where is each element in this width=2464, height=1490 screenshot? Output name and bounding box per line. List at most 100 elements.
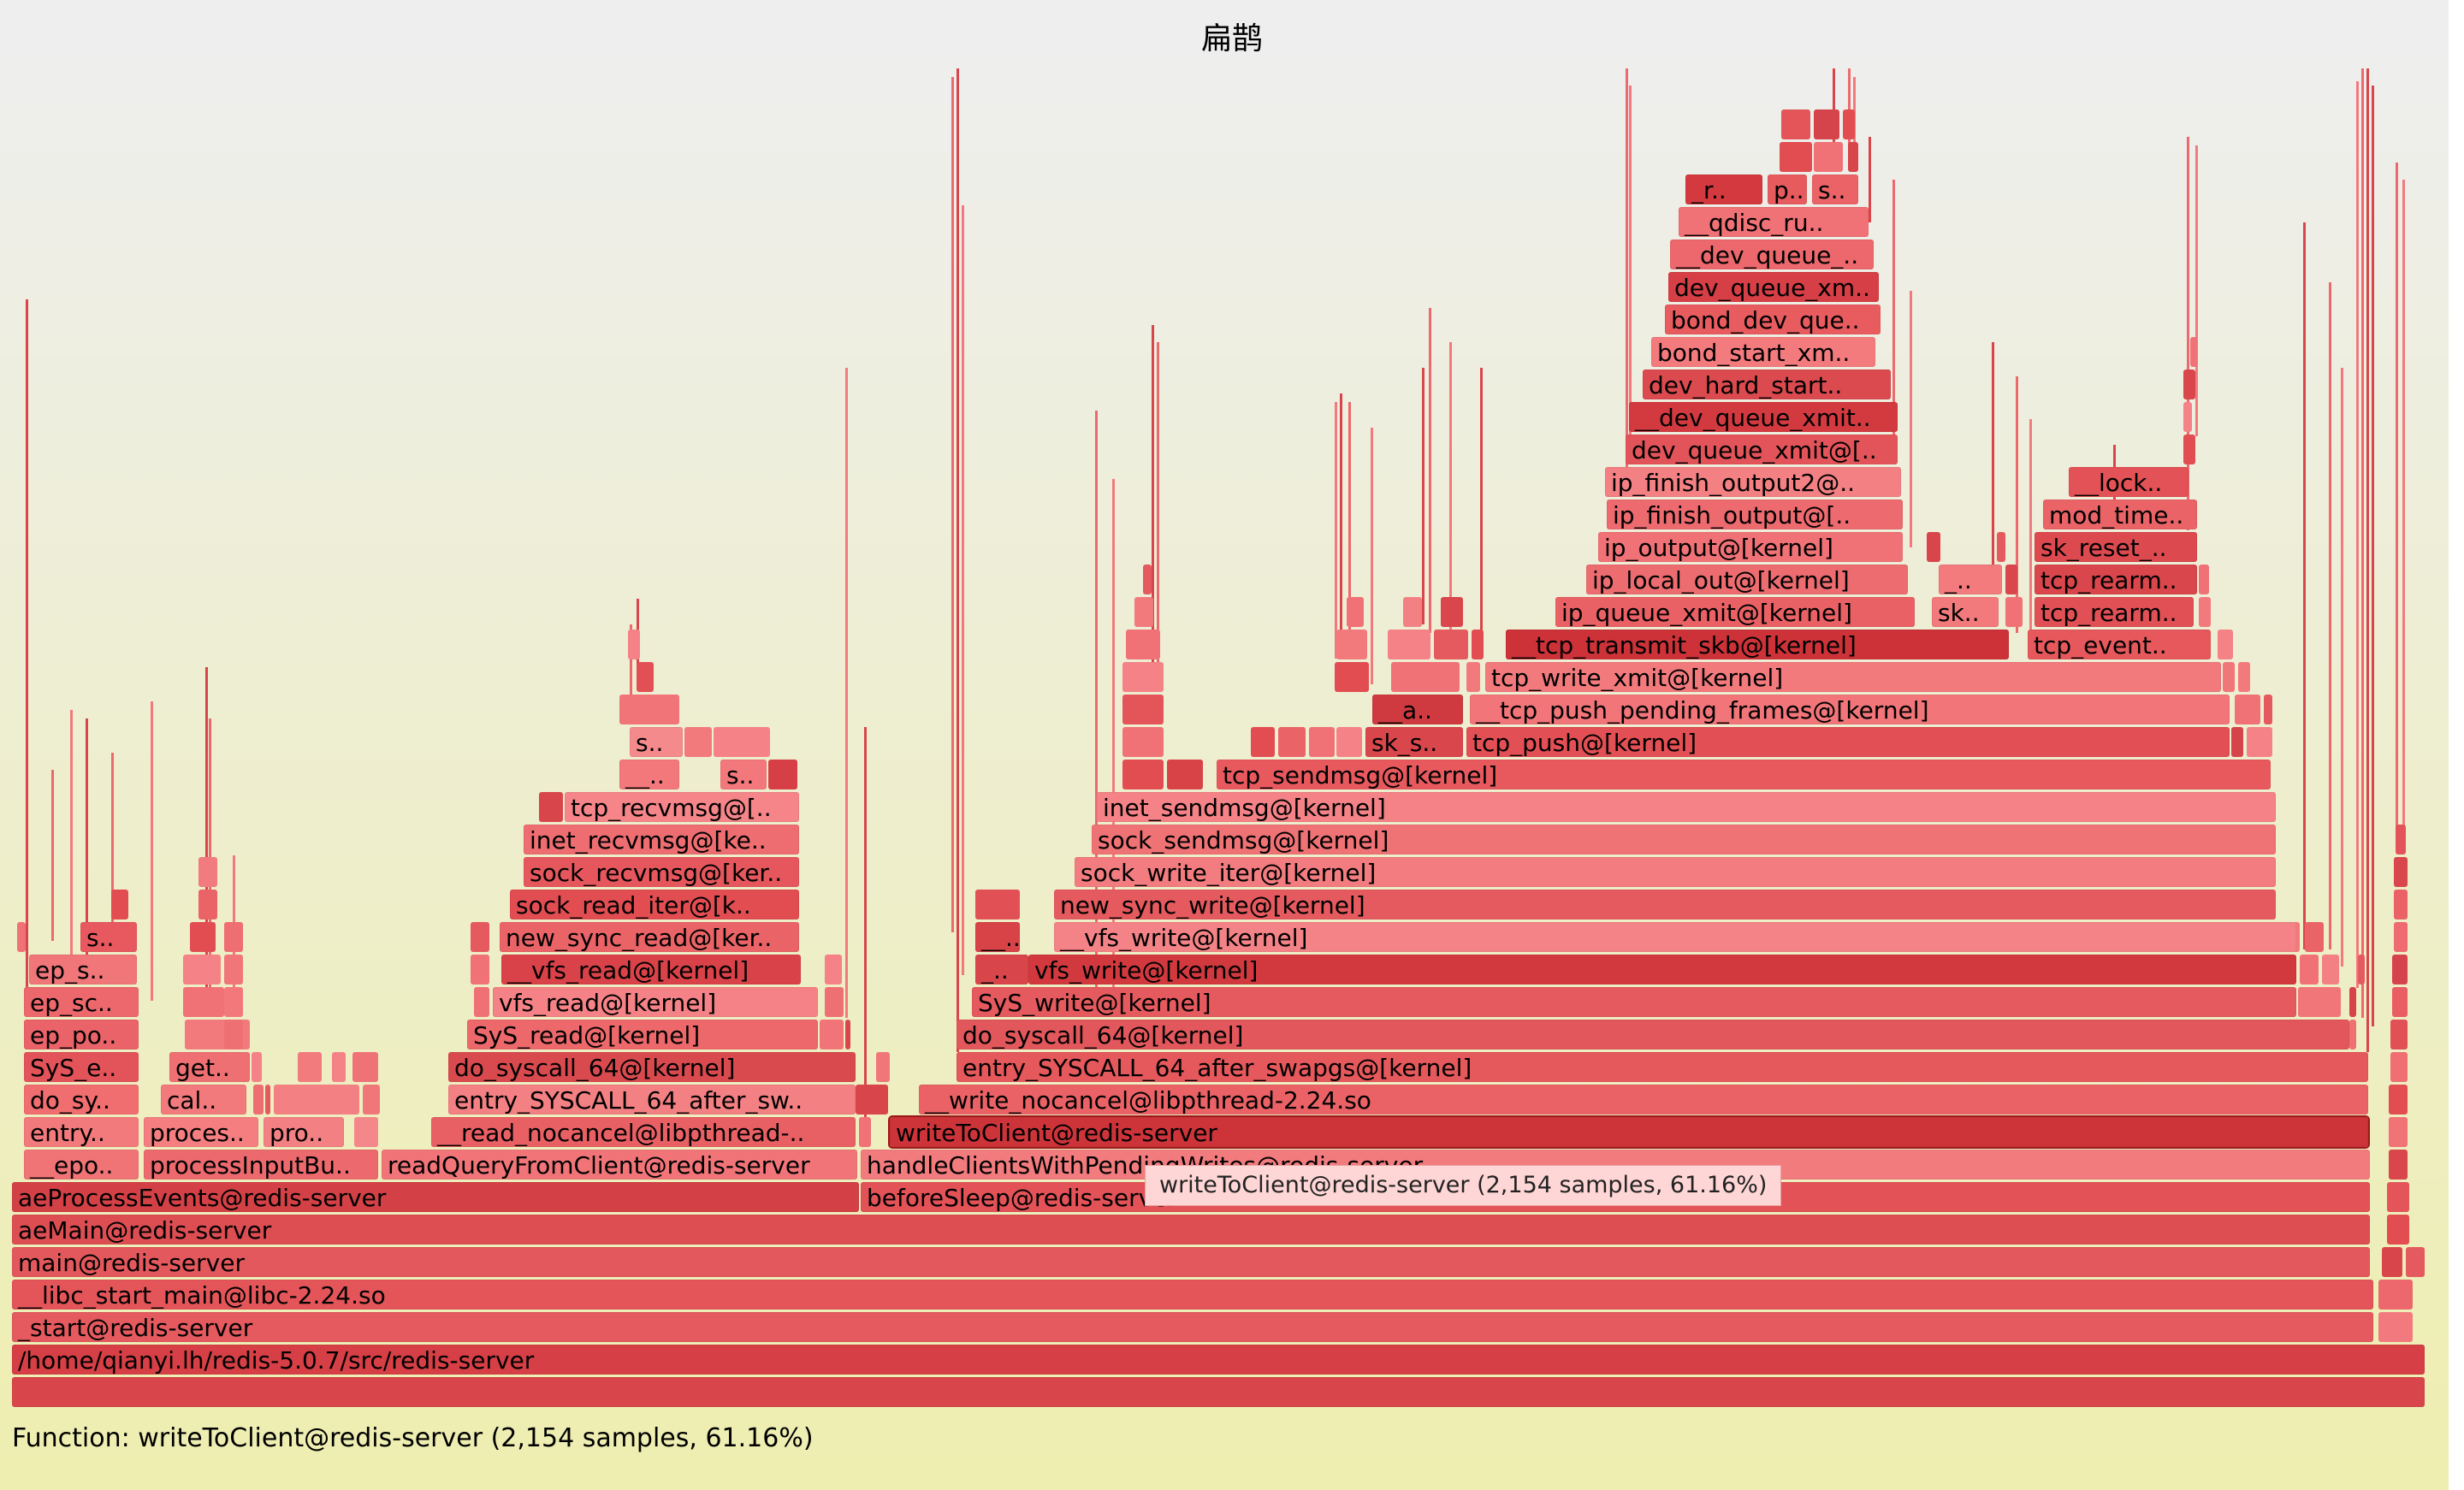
- frame-block[interactable]: [298, 1052, 322, 1082]
- stack-frame[interactable]: sock_sendmsg@[kernel]: [1092, 825, 2276, 854]
- frame-block[interactable]: [1781, 109, 1810, 139]
- stack-frame[interactable]: ep_s..: [29, 955, 137, 984]
- stack-frame[interactable]: writeToClient@redis-server: [888, 1115, 2370, 1149]
- frame-block[interactable]: [539, 792, 563, 822]
- frame-block[interactable]: [1843, 109, 1855, 139]
- frame-block[interactable]: [2382, 1247, 2402, 1277]
- stack-spike[interactable]: [1152, 325, 1154, 684]
- frame-block[interactable]: [17, 922, 26, 952]
- stack-spike[interactable]: [1892, 180, 1895, 462]
- frame-block[interactable]: [2264, 695, 2272, 724]
- stack-frame[interactable]: entry_SYSCALL_64_after_swapgs@[kernel]: [957, 1052, 2368, 1082]
- frame-block[interactable]: [2392, 955, 2408, 984]
- frame-block[interactable]: [684, 727, 712, 757]
- frame-block[interactable]: [2322, 955, 2339, 984]
- stack-spike[interactable]: [1335, 402, 1337, 659]
- frame-block[interactable]: [2199, 597, 2211, 627]
- frame-block[interactable]: [2406, 1247, 2425, 1277]
- stack-frame[interactable]: __libc_start_main@libc-2.24.so: [12, 1280, 2373, 1310]
- stack-frame[interactable]: do_sy..: [24, 1085, 139, 1115]
- frame-block[interactable]: [2223, 662, 2235, 692]
- frame-block[interactable]: [111, 890, 128, 919]
- stack-spike[interactable]: [70, 710, 73, 958]
- stack-frame[interactable]: __tcp_push_pending_frames@[kernel]: [1470, 695, 2230, 724]
- stack-frame[interactable]: SyS_e..: [24, 1052, 139, 1082]
- frame-block[interactable]: [1997, 532, 2005, 562]
- stack-frame[interactable]: sock_write_iter@[kernel]: [1075, 857, 2276, 887]
- stack-spike[interactable]: [86, 718, 88, 967]
- frame-block[interactable]: [2394, 922, 2408, 952]
- frame-block[interactable]: [1403, 597, 1422, 627]
- frame-block[interactable]: [2298, 987, 2341, 1017]
- stack-frame[interactable]: pro..: [264, 1117, 344, 1147]
- frame-block[interactable]: [474, 987, 489, 1017]
- stack-frame[interactable]: [12, 1377, 2425, 1407]
- stack-spike[interactable]: [1371, 428, 1373, 684]
- frame-block[interactable]: [190, 922, 216, 952]
- stack-spike[interactable]: [957, 68, 959, 1052]
- stack-frame[interactable]: vfs_write@[kernel]: [1028, 955, 2296, 984]
- stack-frame[interactable]: s..: [1812, 174, 1858, 204]
- frame-block[interactable]: [1134, 597, 1153, 627]
- frame-block[interactable]: [825, 955, 842, 984]
- frame-block[interactable]: [1927, 532, 1940, 562]
- stack-frame[interactable]: __vfs_write@[kernel]: [1054, 922, 2296, 952]
- stack-frame[interactable]: __dev_queue_xmit..: [1629, 402, 1898, 432]
- frame-block[interactable]: [2183, 435, 2195, 464]
- stack-frame[interactable]: _..: [975, 955, 1028, 984]
- stack-spike[interactable]: [26, 299, 28, 992]
- frame-block[interactable]: [1441, 597, 1463, 627]
- frame-block[interactable]: [252, 1052, 262, 1082]
- frame-block[interactable]: [2247, 727, 2272, 757]
- stack-spike[interactable]: [1095, 411, 1098, 1009]
- stack-frame[interactable]: new_sync_read@[ker..: [500, 922, 799, 952]
- frame-block[interactable]: [363, 1085, 380, 1115]
- frame-block[interactable]: [2392, 987, 2408, 1017]
- stack-frame[interactable]: cal..: [161, 1085, 246, 1115]
- stack-frame[interactable]: processInputBu..: [144, 1150, 378, 1180]
- frame-block[interactable]: [198, 857, 217, 887]
- stack-spike[interactable]: [1910, 291, 1912, 547]
- frame-block[interactable]: [2378, 1280, 2413, 1310]
- frame-block[interactable]: [274, 1085, 359, 1115]
- stack-frame[interactable]: dev_hard_start..: [1643, 370, 1891, 399]
- stack-frame[interactable]: __..: [975, 922, 1020, 952]
- frame-block[interactable]: [2190, 337, 2197, 367]
- frame-block[interactable]: [1391, 662, 1460, 692]
- frame-block[interactable]: [2183, 370, 2195, 399]
- stack-spike[interactable]: [1429, 308, 1431, 633]
- stack-frame[interactable]: _r..: [1685, 174, 1762, 204]
- frame-block[interactable]: [2378, 1312, 2413, 1342]
- frame-block[interactable]: [2387, 1182, 2409, 1212]
- stack-frame[interactable]: tcp_recvmsg@[..: [565, 792, 799, 822]
- stack-frame[interactable]: tcp_push@[kernel]: [1466, 727, 2230, 757]
- stack-frame[interactable]: ip_finish_output@[..: [1607, 500, 1903, 529]
- frame-block[interactable]: [1167, 760, 1203, 789]
- stack-spike[interactable]: [1340, 393, 1342, 650]
- stack-spike[interactable]: [2356, 81, 2359, 988]
- frame-block[interactable]: [2235, 695, 2260, 724]
- stack-frame[interactable]: SyS_write@[kernel]: [972, 987, 2296, 1017]
- stack-spike[interactable]: [2187, 137, 2189, 530]
- frame-block[interactable]: [1814, 142, 1843, 172]
- frame-block[interactable]: [224, 922, 243, 952]
- stack-frame[interactable]: inet_recvmsg@[ke..: [524, 825, 799, 854]
- stack-frame[interactable]: _..: [1939, 565, 2002, 594]
- stack-spike[interactable]: [630, 624, 632, 710]
- frame-block[interactable]: [352, 1052, 378, 1082]
- frame-block[interactable]: [198, 890, 217, 919]
- frame-block[interactable]: [1466, 662, 1480, 692]
- frame-block[interactable]: [2358, 955, 2365, 984]
- stack-frame[interactable]: tcp_write_xmit@[kernel]: [1485, 662, 2221, 692]
- frame-block[interactable]: [1278, 727, 1306, 757]
- frame-block[interactable]: [2394, 857, 2408, 887]
- stack-spike[interactable]: [951, 77, 954, 932]
- stack-frame[interactable]: mod_time..: [2043, 500, 2197, 529]
- frame-block[interactable]: [253, 1085, 264, 1115]
- frame-block[interactable]: [471, 955, 489, 984]
- frame-block[interactable]: [714, 727, 770, 757]
- frame-block[interactable]: [2199, 565, 2209, 594]
- stack-spike[interactable]: [1449, 342, 1452, 633]
- stack-frame[interactable]: do_syscall_64@[kernel]: [448, 1052, 856, 1082]
